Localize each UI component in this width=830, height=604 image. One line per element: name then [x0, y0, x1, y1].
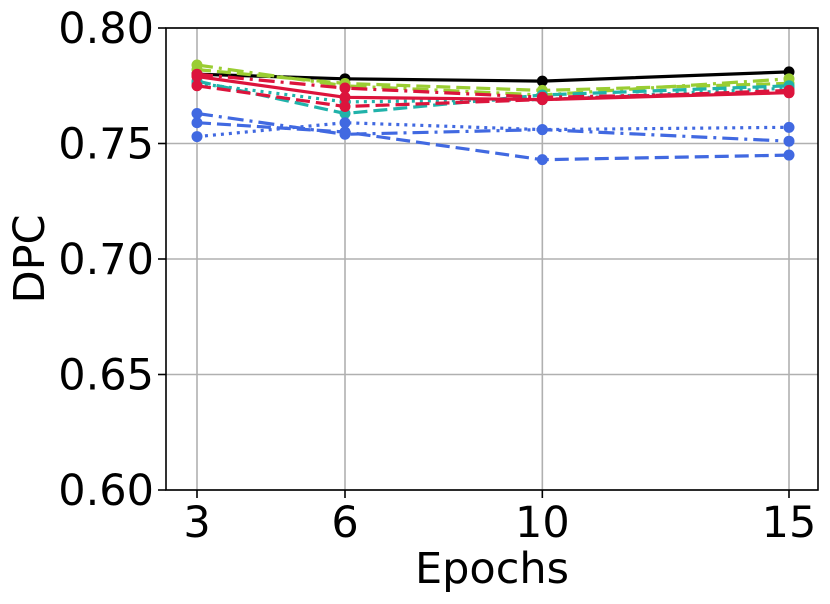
data-point — [783, 135, 795, 147]
series-9 — [191, 117, 795, 143]
series-7 — [191, 80, 795, 113]
series-line — [196, 111, 790, 143]
data-point — [191, 117, 203, 129]
data-point — [783, 121, 795, 133]
x-tick-label: 10 — [515, 498, 570, 548]
data-point — [536, 94, 548, 106]
axis-ticks: 3 6 10 15 0.60 0.65 0.70 0.75 0.80 — [58, 4, 816, 548]
x-tick-label: 3 — [183, 498, 210, 548]
x-axis-label: Epochs — [415, 544, 569, 594]
data-point — [191, 107, 203, 119]
series-line — [196, 121, 790, 162]
data-point — [536, 75, 548, 87]
series-line — [196, 68, 790, 93]
x-tick-label: 15 — [762, 498, 817, 548]
data-point — [191, 131, 203, 143]
y-axis-label: DPC — [5, 214, 55, 303]
data-point — [339, 117, 351, 129]
series-line — [196, 121, 790, 139]
data-point — [783, 149, 795, 161]
y-tick-label: 0.75 — [58, 120, 154, 170]
data-point — [339, 101, 351, 113]
data-point — [536, 124, 548, 136]
x-tick-label: 6 — [331, 498, 358, 548]
y-tick-label: 0.65 — [58, 351, 154, 401]
data-point — [191, 80, 203, 92]
data-point — [536, 154, 548, 166]
series-lines — [191, 59, 795, 166]
data-point — [191, 71, 203, 83]
series-10 — [191, 107, 795, 147]
data-point — [339, 91, 351, 103]
data-point — [339, 128, 351, 140]
series-line — [196, 84, 790, 109]
series-line — [196, 81, 790, 104]
data-point — [339, 82, 351, 94]
y-tick-label: 0.70 — [58, 235, 154, 285]
y-tick-label: 0.80 — [58, 4, 154, 54]
data-point — [783, 84, 795, 96]
y-tick-label: 0.60 — [58, 466, 154, 516]
